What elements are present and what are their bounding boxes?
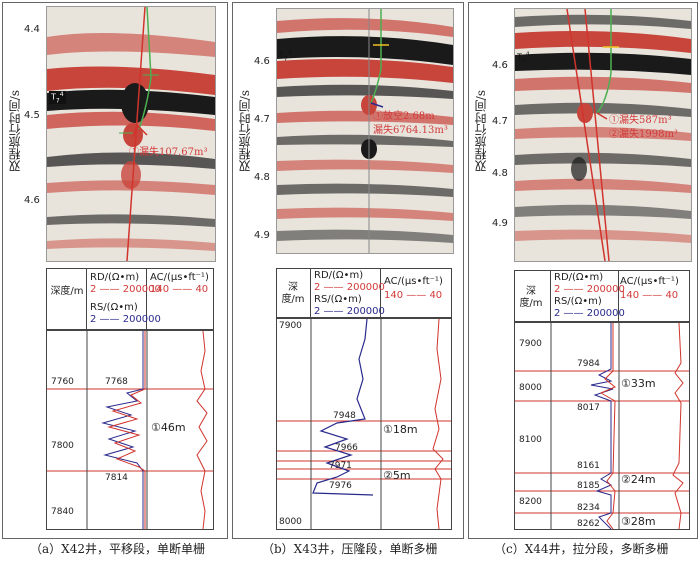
panel-a-log-body: 7760 7800 7840 7768 7814 ①46m [46, 330, 214, 530]
panel-c-time-tick: 4.9 [492, 218, 508, 229]
panel-b-time-tick: 4.7 [254, 114, 270, 125]
panel-c-depth-mark: 7984 [577, 359, 600, 369]
panel-a-ac-range: 140 —— 40 [150, 284, 209, 295]
panel-a-y-axis-label: 双程旅行时间/s [8, 90, 22, 173]
panel-b-seismic-section: T74 ①放空2.68m 漏失6764.13m³ [276, 8, 454, 254]
panel-c-ac-range: 140 —— 40 [620, 290, 679, 301]
panel-c-depth-mark: 8262 [577, 519, 600, 529]
panel-b-depth-tick: 7900 [279, 321, 302, 331]
panel-b-depth-mark: 7976 [329, 481, 352, 491]
panel-a-rs-label: RS/(Ω•m) [90, 302, 138, 313]
panel-c-log-header [514, 270, 690, 322]
panel-a-depth-mark: 7814 [105, 473, 128, 483]
panel-c-zone-label: ②24m [621, 473, 656, 486]
panel-b-frame [232, 2, 464, 539]
panel-b-annotation-line2: 漏失6764.13m³ [373, 125, 448, 136]
panel-c-time-tick: 4.8 [492, 168, 508, 179]
panel-c-annotation-line2: ②漏失1998m³ [609, 129, 678, 140]
panel-b-depth-mark: 7966 [335, 443, 358, 453]
panel-c-depth-tick: 8000 [519, 383, 542, 393]
panel-b-time-tick: 4.9 [254, 230, 270, 241]
panel-c-depth-mark: 8234 [577, 503, 600, 513]
panel-b-time-tick: 4.8 [254, 172, 270, 183]
panel-a-depth-label: 深度/m [50, 286, 84, 297]
panel-b-zone-label: ①18m [383, 423, 418, 436]
panel-c-time-tick: 4.7 [492, 116, 508, 127]
panel-c-rs-range: 2 —— 200000 [554, 308, 625, 319]
panel-b-caption: （b）X43井，压隆段，单断多栅 [262, 542, 438, 556]
panel-a-ac-label: AC/(μs•ft⁻¹) [150, 272, 209, 283]
panel-a-rs-range: 2 —— 200000 [90, 314, 161, 325]
panel-b-ac-label: AC/(μs•ft⁻¹) [384, 276, 443, 287]
panel-c-depth-tick: 8200 [519, 497, 542, 507]
panel-b-depth-tick: 8000 [279, 517, 302, 527]
panel-a-seismic-section: T74 ①漏失107.67m³ [46, 6, 216, 262]
panel-b-rs-label: RS/(Ω•m) [314, 294, 362, 305]
panel-c-caption: （c）X44井，拉分段，多断多栅 [494, 542, 669, 556]
panel-c-log-body: 7900 8000 8100 8200 7984 8017 8161 8185 … [514, 322, 690, 530]
panel-c-depth-mark: 8017 [577, 403, 600, 413]
panel-b-log-header [276, 268, 452, 318]
panel-c-depth-tick: 7900 [519, 339, 542, 349]
panel-a-depth-tick: 7800 [51, 441, 74, 451]
panel-b-depth-label: 深度/m [281, 282, 305, 305]
panel-c-depth-label: 深度/m [519, 286, 543, 309]
panel-a-frame [2, 2, 228, 539]
panel-c-zone-label: ①33m [621, 377, 656, 390]
panel-c-y-axis-label: 双程旅行时间/s [474, 90, 488, 173]
panel-a-depth-mark: 7768 [105, 377, 128, 387]
panel-a-depth-tick: 7840 [51, 507, 74, 517]
panel-b-rd-label: RD/(Ω•m) [314, 270, 364, 281]
panel-c-seismic-section: T74 ①漏失587m³ ②漏失1998m³ [514, 8, 692, 262]
panel-a-rd-label: RD/(Ω•m) [90, 272, 140, 283]
panel-b-rs-range: 2 —— 200000 [314, 306, 385, 317]
panel-b-ac-range: 140 —— 40 [384, 290, 443, 301]
panel-c-frame [468, 2, 698, 539]
panel-b-depth-mark: 7971 [329, 461, 352, 471]
panel-b-annotation-line1: ①放空2.68m [373, 111, 435, 122]
panel-a-time-tick: 4.5 [24, 110, 40, 121]
panel-c-depth-mark: 8185 [577, 481, 600, 491]
panel-a-time-tick: 4.4 [24, 24, 40, 35]
panel-b-zone-label: ②5m [383, 469, 411, 482]
panel-c-horizon-label: T74 [517, 51, 530, 65]
panel-c-annotation-line1: ①漏失587m³ [609, 115, 672, 126]
panel-a-zone-label: ①46m [151, 421, 186, 434]
panel-b-horizon-label: T74 [279, 49, 292, 63]
panel-c-zone-label: ③28m [621, 515, 656, 528]
panel-b-y-axis-label: 双程旅行时间/s [238, 90, 252, 173]
panel-b-log-body: 7900 8000 7948 7966 7971 7976 ①18m ②5m [276, 318, 452, 530]
panel-a-caption: （a）X42井，平移段，单断单栅 [30, 542, 205, 556]
panel-a-depth-tick: 7760 [51, 377, 74, 387]
panel-b-time-tick: 4.6 [254, 56, 270, 67]
panel-a-horizon-label: T74 [49, 91, 66, 105]
panel-b-depth-mark: 7948 [333, 411, 356, 421]
panel-a-log-header [46, 268, 214, 330]
panel-c-rd-label: RD/(Ω•m) [554, 272, 604, 283]
panel-c-ac-label: AC/(μs•ft⁻¹) [620, 276, 679, 287]
panel-c-depth-tick: 8100 [519, 435, 542, 445]
panel-a-time-tick: 4.6 [24, 195, 40, 206]
panel-b-rd-range: 2 —— 200000 [314, 282, 385, 293]
panel-c-rs-label: RS/(Ω•m) [554, 296, 602, 307]
panel-c-rd-range: 2 —— 200000 [554, 284, 625, 295]
panel-a-annotation: ①漏失107.67m³ [129, 147, 208, 158]
panel-c-time-tick: 4.6 [492, 60, 508, 71]
panel-a-rd-range: 2 —— 200000 [90, 284, 161, 295]
panel-c-depth-mark: 8161 [577, 461, 600, 471]
